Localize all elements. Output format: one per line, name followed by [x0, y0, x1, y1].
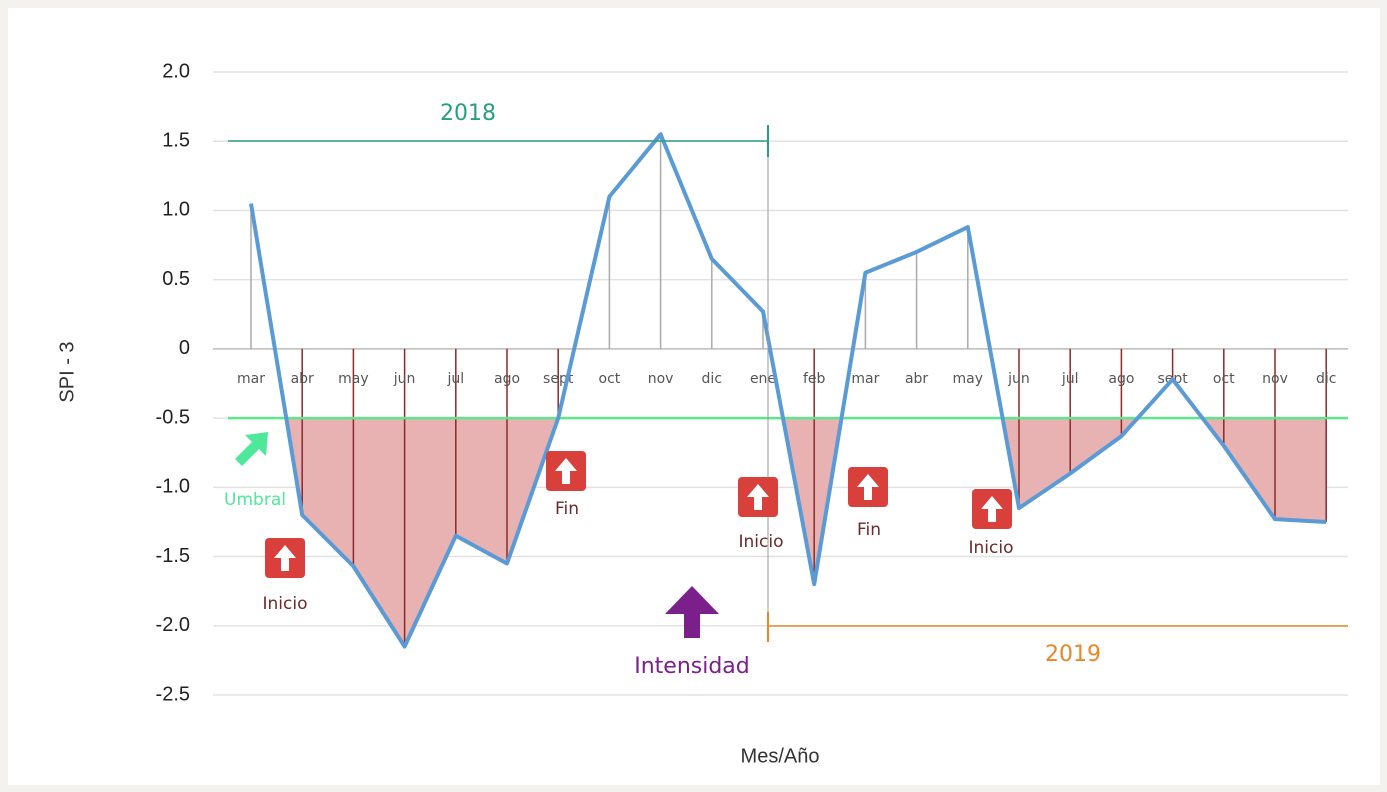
x-tick-label: may: [338, 371, 369, 387]
marker-arrow: [747, 484, 769, 510]
panel: [8, 8, 1380, 785]
y-tick-label: -0.5: [156, 406, 190, 428]
x-axis-title: Mes/Año: [741, 745, 820, 767]
annotation: Inicio: [739, 532, 784, 552]
x-tick-label: jun: [1007, 371, 1030, 387]
marker-arrow: [274, 545, 296, 571]
annotation: Inicio: [969, 538, 1014, 558]
y-tick-label: -1.5: [156, 545, 190, 567]
annotation: Intensidad: [634, 654, 750, 679]
x-tick-label: abr: [291, 371, 314, 387]
y-axis-title: SPI - 3: [56, 341, 78, 402]
marker-arrow: [981, 496, 1003, 522]
x-tick-label: nov: [1262, 371, 1288, 387]
x-tick-label: ago: [1108, 371, 1134, 387]
drought-area: [251, 418, 1327, 647]
x-tick-label: mar: [237, 371, 265, 387]
annotation: 2019: [1045, 642, 1101, 667]
y-tick-label: 2.0: [162, 60, 190, 82]
annotation: Fin: [555, 499, 579, 519]
annotation: 2018: [440, 101, 496, 126]
intensity-arrow: [665, 586, 719, 638]
x-tick-label: ago: [494, 371, 520, 387]
x-tick-label: abr: [905, 371, 928, 387]
annotation: Inicio: [263, 594, 308, 614]
y-tick-label: 0: [179, 337, 190, 359]
marker-arrow: [857, 474, 879, 500]
annotation: Fin: [857, 520, 881, 540]
marker-arrow: [555, 458, 577, 484]
x-tick-label: nov: [648, 371, 674, 387]
annotation: Umbral: [224, 490, 286, 510]
x-tick-label: may: [953, 371, 984, 387]
x-tick-label: oct: [1213, 371, 1235, 387]
x-tick-label: dic: [1316, 371, 1336, 387]
threshold-arrow: [235, 432, 268, 466]
y-tick-label: 0.5: [162, 268, 190, 290]
x-tick-label: dic: [702, 371, 722, 387]
y-tick-label: 1.5: [162, 130, 190, 152]
series-line: [249, 132, 1327, 649]
y-tick-label: -2.0: [156, 614, 190, 636]
x-tick-label: oct: [599, 371, 621, 387]
y-tick-label: -1.0: [156, 476, 190, 498]
y-tick-label: -2.5: [156, 683, 190, 705]
x-tick-label: ene: [750, 371, 776, 387]
x-tick-label: jul: [446, 371, 464, 387]
x-tick-label: jun: [393, 371, 416, 387]
x-tick-label: mar: [851, 371, 879, 387]
x-tick-label: feb: [803, 371, 826, 387]
y-tick-label: 1.0: [162, 199, 190, 221]
x-tick-label: jul: [1061, 371, 1079, 387]
